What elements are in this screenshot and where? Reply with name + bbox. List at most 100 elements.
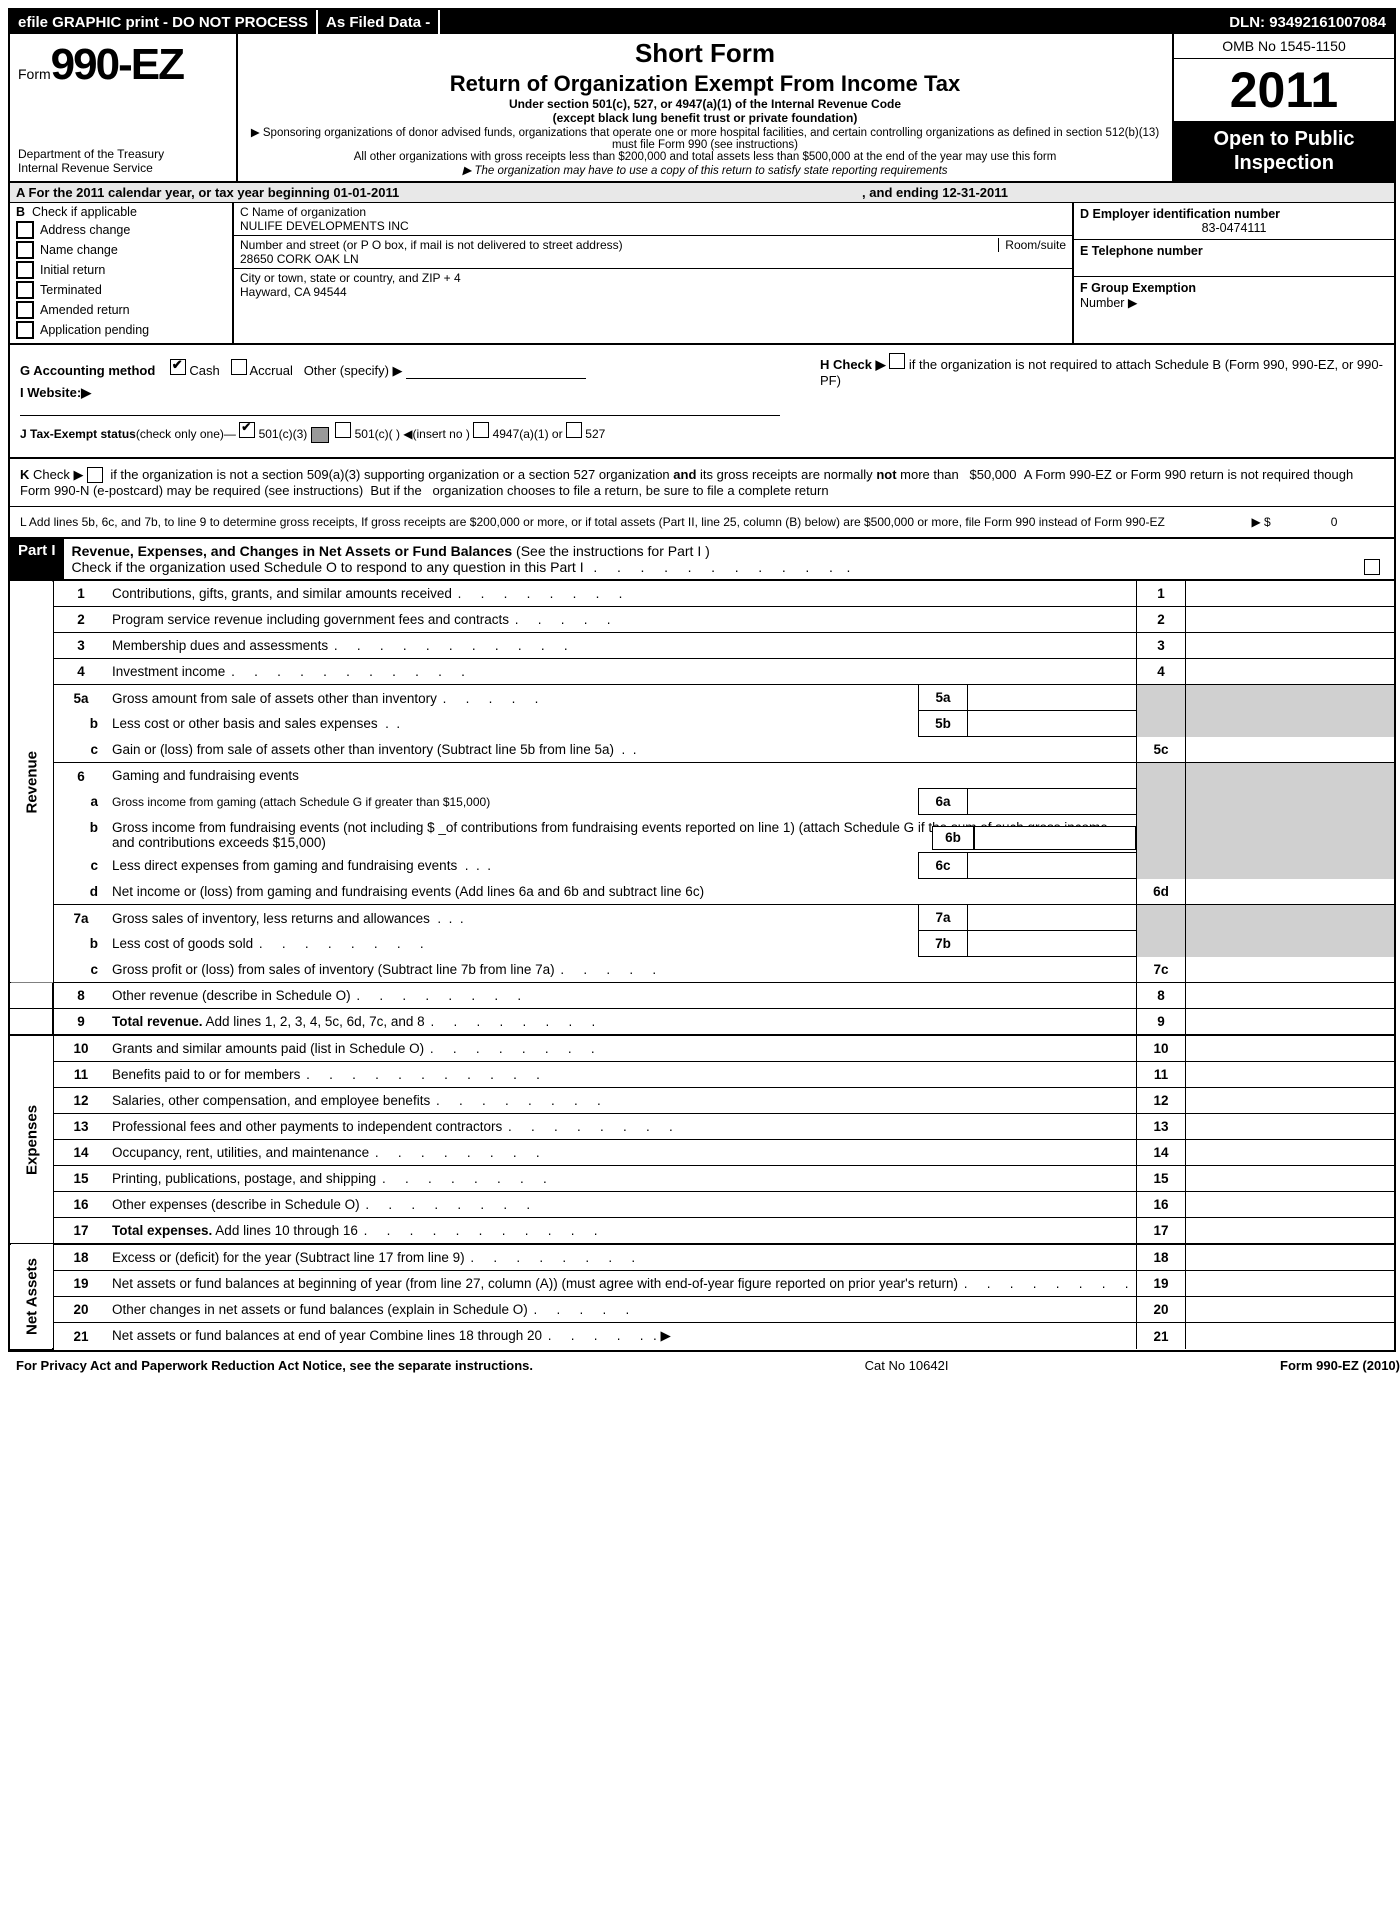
side-revenue: Revenue xyxy=(10,581,53,983)
chk-pending[interactable]: Application pending xyxy=(16,321,226,339)
checkbox-501c[interactable] xyxy=(335,422,351,438)
part1-label: Part I xyxy=(10,539,64,579)
org-name-box: C Name of organization NULIFE DEVELOPMEN… xyxy=(234,203,1072,236)
line-g: G Accounting method ✔ Cash Accrual Other… xyxy=(20,359,780,379)
checkbox-4947[interactable] xyxy=(473,422,489,438)
tax-year: 2011 xyxy=(1174,59,1394,121)
val-2[interactable] xyxy=(1186,607,1395,633)
topbar-asfiled: As Filed Data - xyxy=(318,10,440,34)
org-addr-box: Number and street (or P O box, if mail i… xyxy=(234,236,1072,269)
header-note-2: All other organizations with gross recei… xyxy=(248,151,1162,163)
checkbox-k[interactable] xyxy=(87,467,103,483)
chk-address-change[interactable]: Address change xyxy=(16,221,226,239)
line-h: H Check ▶ if the organization is not req… xyxy=(820,353,1384,449)
line-k: K Check ▶ K Check ▶ if the organization … xyxy=(10,459,1394,508)
topbar: efile GRAPHIC print - DO NOT PROCESS As … xyxy=(10,10,1394,34)
side-netassets: Net Assets xyxy=(10,1244,53,1349)
chk-amended[interactable]: Amended return xyxy=(16,301,226,319)
line-i: I Website:▶ xyxy=(20,385,780,416)
part1-title: Revenue, Expenses, and Changes in Net As… xyxy=(64,539,1394,579)
val-21[interactable] xyxy=(1186,1323,1395,1350)
checkbox-icon[interactable] xyxy=(16,301,34,319)
line-l: L Add lines 5b, 6c, and 7b, to line 9 to… xyxy=(10,507,1394,539)
footer-left: For Privacy Act and Paperwork Reduction … xyxy=(16,1358,533,1373)
checkbox-icon[interactable] xyxy=(16,261,34,279)
chk-name-change[interactable]: Name change xyxy=(16,241,226,259)
header-note-3: ▶ The organization may have to use a cop… xyxy=(248,163,1162,177)
val-5b[interactable] xyxy=(968,711,1137,737)
part1-header-row: Part I Revenue, Expenses, and Changes in… xyxy=(10,539,1394,581)
val-1[interactable] xyxy=(1186,581,1395,607)
subtitle-2: (except black lung benefit trust or priv… xyxy=(248,111,1162,125)
val-11[interactable] xyxy=(1186,1062,1395,1088)
val-3[interactable] xyxy=(1186,633,1395,659)
form-number: 990-EZ xyxy=(51,40,183,89)
val-5a[interactable] xyxy=(968,685,1137,711)
chk-initial-return[interactable]: Initial return xyxy=(16,261,226,279)
val-10[interactable] xyxy=(1186,1035,1395,1062)
checkbox-icon[interactable] xyxy=(16,281,34,299)
val-7c[interactable] xyxy=(1186,957,1395,983)
checkbox-part1[interactable] xyxy=(1364,559,1380,575)
val-12[interactable] xyxy=(1186,1088,1395,1114)
side-expenses: Expenses xyxy=(10,1035,53,1244)
open-to-public: Open to Public Inspection xyxy=(1174,121,1394,181)
row-a: A For the 2011 calendar year, or tax yea… xyxy=(10,183,1394,203)
form-word: Form xyxy=(18,66,51,82)
val-6a[interactable] xyxy=(968,789,1137,815)
topbar-dln: DLN: 93492161007084 xyxy=(1221,14,1394,31)
checkbox-accrual[interactable] xyxy=(231,359,247,375)
group-exempt-box: F Group Exemption Number ▶ xyxy=(1074,277,1394,314)
mid-block: G Accounting method ✔ Cash Accrual Other… xyxy=(10,345,1394,459)
val-8[interactable] xyxy=(1186,983,1395,1009)
header-left: Form990-EZ Department of the Treasury In… xyxy=(10,34,238,181)
val-9[interactable] xyxy=(1186,1009,1395,1036)
checkbox-h[interactable] xyxy=(889,353,905,369)
checkbox-icon[interactable] xyxy=(16,241,34,259)
val-6c[interactable] xyxy=(968,853,1137,879)
row-a-right: , and ending 12-31-2011 xyxy=(862,185,1008,200)
header-note-1: ▶ Sponsoring organizations of donor advi… xyxy=(248,125,1162,151)
col-c: C Name of organization NULIFE DEVELOPMEN… xyxy=(234,203,1072,343)
header-right: OMB No 1545-1150 2011 Open to Public Ins… xyxy=(1172,34,1394,181)
ein-value: 83-0474111 xyxy=(1080,221,1388,235)
val-16[interactable] xyxy=(1186,1192,1395,1218)
val-18[interactable] xyxy=(1186,1244,1395,1271)
subtitle-1: Under section 501(c), 527, or 4947(a)(1)… xyxy=(248,97,1162,111)
val-7a[interactable] xyxy=(968,905,1137,931)
row-a-left: A For the 2011 calendar year, or tax yea… xyxy=(16,185,399,200)
footer-mid: Cat No 10642I xyxy=(865,1358,949,1373)
checkbox-527[interactable] xyxy=(566,422,582,438)
org-address: 28650 CORK OAK LN xyxy=(240,252,1066,266)
org-city: Hayward, CA 94544 xyxy=(240,285,1066,299)
section-bcd: B Check if applicable Address change Nam… xyxy=(10,203,1394,345)
lock-icon xyxy=(311,427,329,443)
val-14[interactable] xyxy=(1186,1140,1395,1166)
val-17[interactable] xyxy=(1186,1218,1395,1245)
val-7b[interactable] xyxy=(968,931,1137,957)
dept-block: Department of the Treasury Internal Reve… xyxy=(18,147,228,175)
ledger-table: Revenue 1 Contributions, gifts, grants, … xyxy=(10,581,1394,1350)
col-b: B Check if applicable Address change Nam… xyxy=(10,203,234,343)
other-specify-input[interactable] xyxy=(406,364,586,379)
checkbox-icon[interactable] xyxy=(16,321,34,339)
phone-box: E Telephone number xyxy=(1074,240,1394,277)
header: Form990-EZ Department of the Treasury In… xyxy=(10,34,1394,183)
checkbox-icon[interactable] xyxy=(16,221,34,239)
footer-right: Form 990-EZ (2010) xyxy=(1280,1358,1400,1373)
org-name: NULIFE DEVELOPMENTS INC xyxy=(240,219,1066,233)
val-15[interactable] xyxy=(1186,1166,1395,1192)
val-19[interactable] xyxy=(1186,1271,1395,1297)
val-4[interactable] xyxy=(1186,659,1395,685)
checkbox-cash[interactable]: ✔ xyxy=(170,359,186,375)
val-6d[interactable] xyxy=(1186,879,1395,905)
topbar-efile: efile GRAPHIC print - DO NOT PROCESS xyxy=(10,10,318,34)
val-13[interactable] xyxy=(1186,1114,1395,1140)
org-city-box: City or town, state or country, and ZIP … xyxy=(234,269,1072,343)
val-5c[interactable] xyxy=(1186,737,1395,763)
val-6b[interactable] xyxy=(974,826,1136,850)
checkbox-501c3[interactable]: ✔ xyxy=(239,422,255,438)
website-input[interactable] xyxy=(20,401,780,416)
val-20[interactable] xyxy=(1186,1297,1395,1323)
chk-terminated[interactable]: Terminated xyxy=(16,281,226,299)
